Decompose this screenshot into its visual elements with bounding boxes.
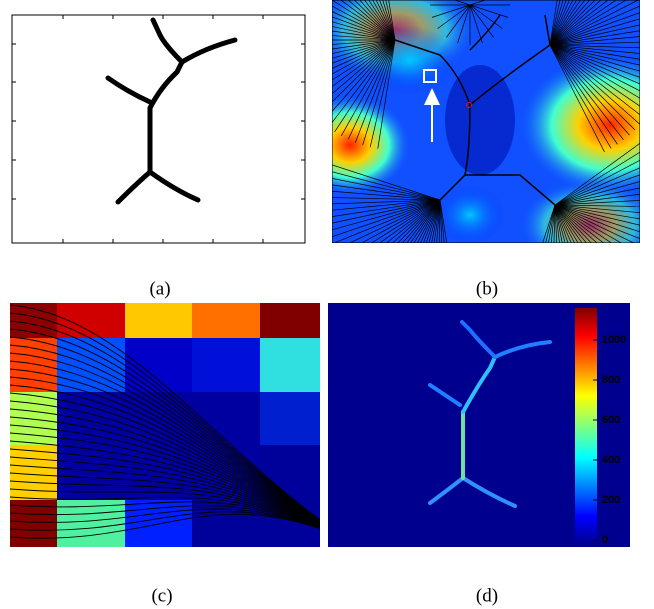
panel-label: (a)	[149, 278, 170, 299]
cell	[192, 338, 260, 392]
cell	[125, 500, 192, 547]
cell	[125, 303, 192, 338]
cell	[192, 303, 260, 338]
colorbar-tick-label: 400	[602, 454, 620, 466]
colorbar-tick-label: 800	[602, 374, 620, 386]
colorbar-tick-label: 1000	[602, 334, 626, 346]
cells	[10, 303, 320, 547]
cell	[10, 445, 57, 500]
panel-b	[285, 0, 654, 330]
cell	[260, 338, 320, 392]
colorbar-tick-label: 200	[602, 494, 620, 506]
panel-c	[10, 303, 320, 547]
panel-label: (d)	[476, 585, 498, 606]
panel-label: (b)	[476, 278, 498, 299]
colorbar	[575, 308, 597, 545]
colorbar-tick-label: 0	[602, 534, 608, 546]
frame	[12, 15, 305, 243]
cell	[260, 392, 320, 445]
panel-a	[12, 15, 305, 243]
panel-d: 0 200 400 600 800 1000	[328, 303, 630, 547]
figure: 0 200 400 600 800 1000 (a) (b) (c) (d)	[0, 0, 654, 609]
cell	[260, 303, 320, 338]
cell	[125, 338, 192, 392]
colorbar-tick-label: 600	[602, 414, 620, 426]
panel-label: (c)	[151, 585, 172, 606]
